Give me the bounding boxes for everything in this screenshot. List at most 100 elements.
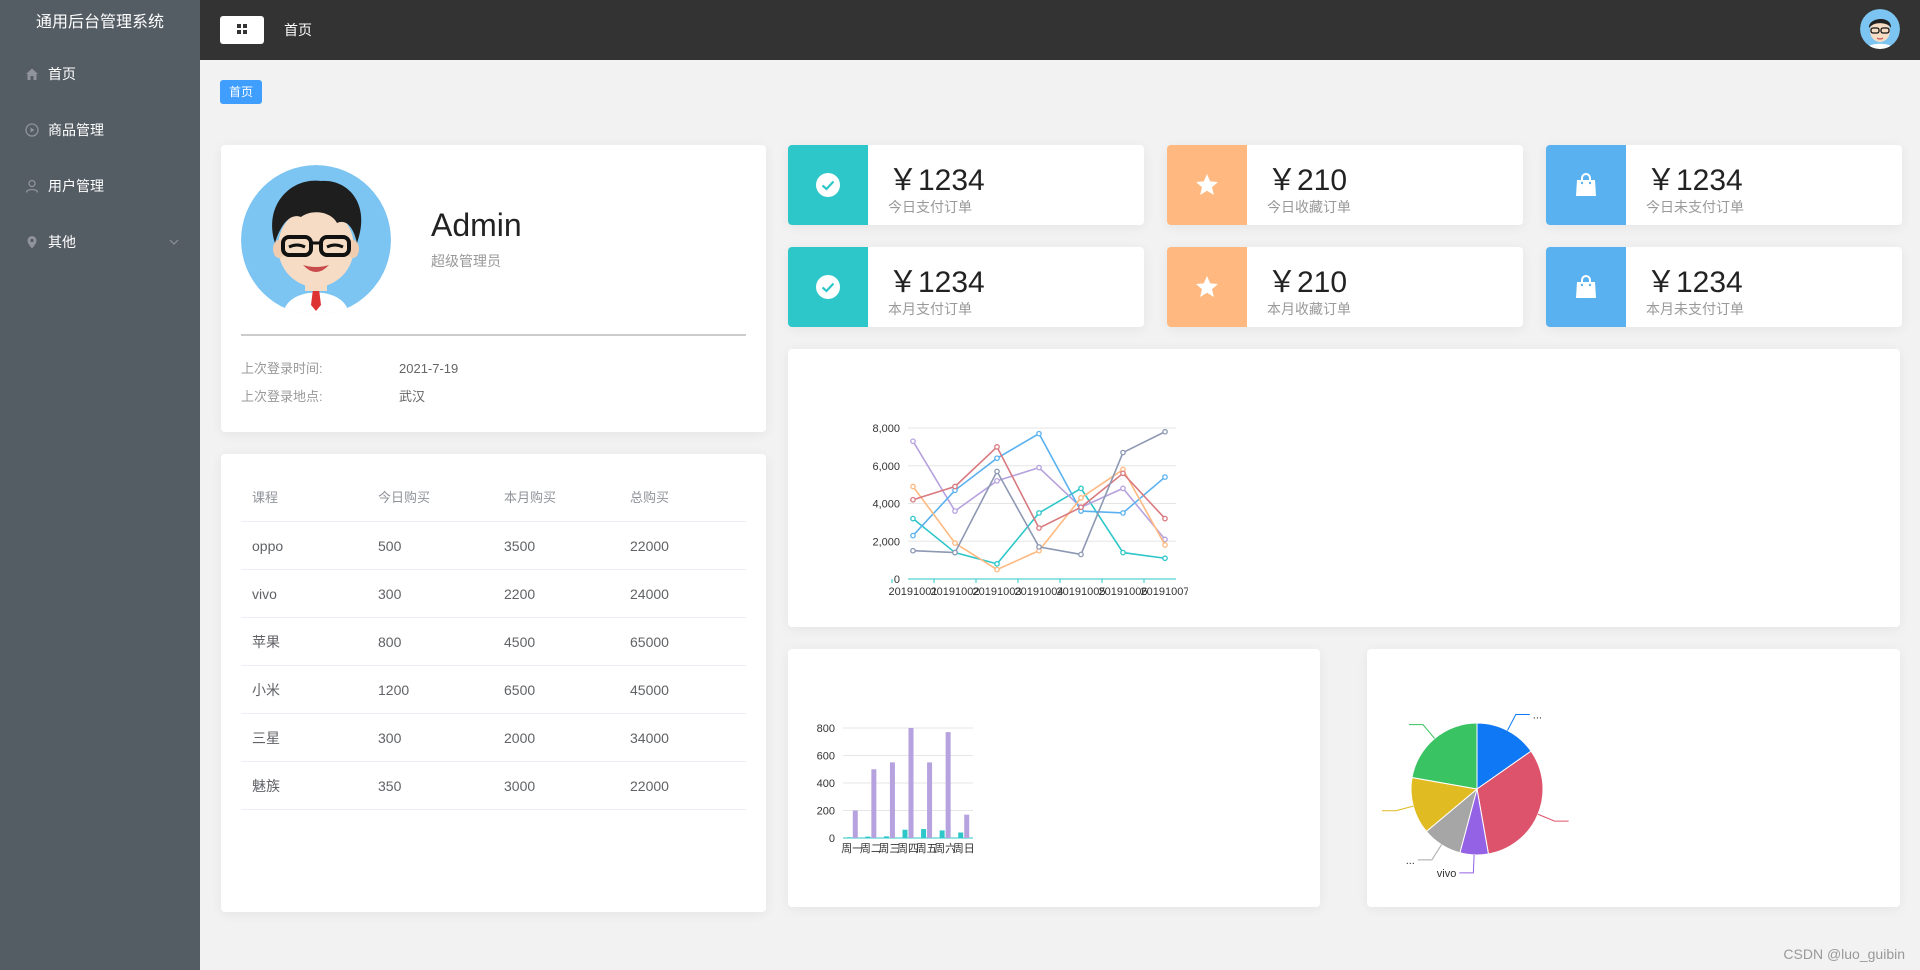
stat-card-month-unpaid: ￥1234 本月未支付订单 bbox=[1546, 247, 1902, 327]
x-tick-label: 20191003 bbox=[973, 586, 1022, 598]
sidebar-item-label: 其他 bbox=[48, 234, 76, 250]
bar bbox=[883, 836, 889, 838]
pie-label-line bbox=[1459, 854, 1475, 874]
sidebar-item-other[interactable]: 其他 bbox=[0, 214, 200, 270]
shopping-bag-icon bbox=[1576, 173, 1596, 196]
stat-card-today-unpaid: ￥1234 今日未支付订单 bbox=[1546, 145, 1902, 225]
sidebar-item-users[interactable]: 用户管理 bbox=[0, 158, 200, 214]
stat-label: 本月未支付订单 bbox=[1646, 301, 1744, 317]
data-point bbox=[994, 566, 1000, 573]
x-tick-label: 20191006 bbox=[1099, 586, 1148, 598]
table-cell: 6500 bbox=[504, 682, 536, 698]
table-row: 小米 1200 6500 45000 bbox=[241, 666, 746, 714]
data-point bbox=[994, 444, 1000, 450]
y-tick-label: 200 bbox=[817, 806, 835, 818]
bar bbox=[852, 810, 858, 838]
breadcrumb-tag[interactable]: 首页 bbox=[220, 80, 263, 104]
data-point bbox=[1078, 551, 1084, 558]
bar-chart-card: 0 200 400 600 800 周一 周二 周三 周四 周五 周六 周日 bbox=[788, 649, 1320, 907]
x-tick-label: 周四 bbox=[897, 842, 919, 855]
line-chart-card: 0 2,000 4,000 6,000 8,000 20191001 20191002 201… bbox=[788, 349, 1900, 627]
last-login-place-row: 上次登录地点: 武汉 bbox=[241, 386, 425, 405]
data-point bbox=[910, 515, 916, 522]
table-row: 魅族 350 3000 22000 bbox=[241, 762, 746, 810]
pie-label-line bbox=[1381, 805, 1414, 812]
star-icon bbox=[1196, 276, 1218, 297]
y-tick-label: 4,000 bbox=[872, 499, 900, 511]
stat-icon-box bbox=[1546, 247, 1626, 327]
sidebar-item-label: 首页 bbox=[48, 66, 76, 82]
last-login-time-row: 上次登录时间: 2021-7-19 bbox=[241, 358, 458, 377]
data-point bbox=[952, 483, 958, 490]
user-name: Admin bbox=[431, 207, 522, 243]
stat-card-month-favorite: ￥210 本月收藏订单 bbox=[1167, 247, 1523, 327]
pie-label-line bbox=[1537, 813, 1569, 822]
table-header: 课程 今日购买 本月购买 总购买 bbox=[241, 474, 746, 522]
shopping-bag-icon bbox=[1576, 275, 1596, 298]
series-line bbox=[912, 445, 1166, 530]
home-icon bbox=[24, 66, 40, 82]
pie-slice bbox=[1410, 776, 1479, 833]
y-tick-label: 800 bbox=[817, 723, 835, 735]
star-icon bbox=[1196, 174, 1218, 195]
table-cell: 500 bbox=[378, 538, 402, 554]
table-cell: 小米 bbox=[252, 682, 280, 698]
data-point bbox=[994, 455, 1000, 462]
avatar[interactable] bbox=[1860, 9, 1900, 49]
table-row: 苹果 800 4500 65000 bbox=[241, 618, 746, 666]
last-login-place-label: 上次登录地点: bbox=[241, 389, 323, 404]
user-avatar bbox=[241, 165, 391, 315]
column-header: 课程 bbox=[252, 490, 279, 505]
x-tick-label: 周六 bbox=[934, 842, 956, 855]
table-cell: 300 bbox=[378, 586, 402, 602]
last-login-time-label: 上次登录时间: bbox=[241, 361, 323, 376]
pie-label: vivo bbox=[1437, 868, 1457, 880]
stat-icon-box bbox=[1546, 145, 1626, 225]
table-cell: 300 bbox=[378, 730, 402, 746]
sidebar-item-label: 用户管理 bbox=[48, 178, 104, 194]
pie-label-line bbox=[1417, 844, 1442, 861]
last-login-time-value: 2021-7-19 bbox=[399, 361, 459, 376]
y-tick-label: 2,000 bbox=[872, 536, 900, 548]
avatar-image bbox=[1860, 9, 1900, 49]
purchase-table-card: 课程 今日购买 本月购买 总购买 oppo 500 3500 22000 viv… bbox=[221, 454, 766, 912]
data-point bbox=[910, 496, 916, 503]
user-card: Admin 超级管理员 上次登录时间: 2021-7-19 上次登录地点: 武汉 bbox=[221, 145, 766, 432]
table-cell: 4500 bbox=[504, 634, 536, 650]
table-cell: 苹果 bbox=[252, 634, 280, 650]
stat-value: ￥1234 bbox=[1646, 164, 1743, 197]
table-cell: oppo bbox=[252, 538, 284, 554]
x-tick-label: 20191001 bbox=[889, 586, 938, 598]
stat-card-month-paid: ￥1234 本月支付订单 bbox=[788, 247, 1144, 327]
bar bbox=[964, 814, 970, 838]
sidebar: 通用后台管理系统 首页 商品管理 用户管理 其他 bbox=[0, 0, 200, 970]
data-point bbox=[994, 468, 1000, 475]
bar bbox=[871, 769, 877, 838]
header-title: 首页 bbox=[284, 22, 312, 38]
series-line bbox=[912, 468, 1166, 571]
stat-value: ￥1234 bbox=[1646, 266, 1743, 299]
pie-slice bbox=[1476, 750, 1544, 855]
last-login-place-value: 武汉 bbox=[399, 389, 426, 404]
data-point bbox=[1036, 464, 1042, 471]
data-point bbox=[1078, 485, 1084, 492]
data-point bbox=[910, 483, 916, 490]
menu-toggle-button[interactable] bbox=[220, 16, 264, 44]
y-tick-label: 400 bbox=[817, 778, 835, 790]
data-point bbox=[952, 549, 958, 556]
sidebar-item-home[interactable]: 首页 bbox=[0, 46, 200, 102]
check-circle-icon bbox=[816, 173, 840, 197]
user-role: 超级管理员 bbox=[431, 253, 501, 269]
sidebar-item-products[interactable]: 商品管理 bbox=[0, 102, 200, 158]
data-point bbox=[1162, 542, 1168, 548]
x-tick-label: 周二 bbox=[860, 842, 882, 855]
bar bbox=[908, 728, 914, 838]
header: 首页 bbox=[200, 0, 1920, 60]
table-row: 三星 300 2000 34000 bbox=[241, 714, 746, 762]
data-point bbox=[1120, 449, 1126, 456]
y-tick-label: 600 bbox=[817, 751, 835, 763]
data-point bbox=[910, 532, 916, 539]
stat-icon-box bbox=[1167, 145, 1247, 225]
line-chart: 02,0004,0006,0008,0002019100120191002201… bbox=[872, 423, 1189, 598]
